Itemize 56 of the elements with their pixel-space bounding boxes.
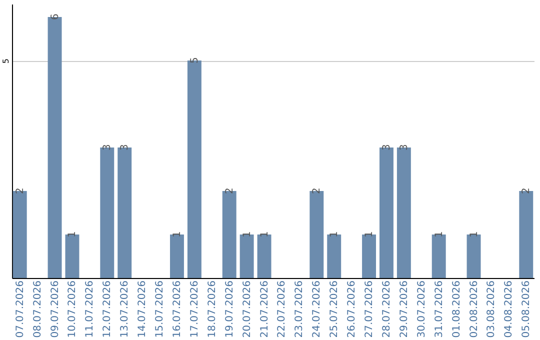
data-label: 1 bbox=[259, 231, 270, 238]
x-tick-label: 10.07.2026 bbox=[67, 280, 78, 338]
x-tick-label: 16.07.2026 bbox=[172, 280, 183, 338]
x-tick-label: 23.07.2026 bbox=[294, 280, 306, 338]
x-tick-label: 04.08.2026 bbox=[504, 280, 515, 338]
data-label: 1 bbox=[329, 231, 340, 238]
x-tick-label: 09.07.2026 bbox=[50, 280, 61, 338]
x-tick-label: 21.07.2026 bbox=[259, 280, 270, 338]
x-tick-label: 15.07.2026 bbox=[154, 280, 166, 338]
x-tick-label: 30.07.2026 bbox=[416, 280, 428, 338]
x-tick-label: 18.07.2026 bbox=[206, 280, 218, 338]
data-label: 1 bbox=[242, 231, 253, 238]
data-label: 2 bbox=[14, 188, 26, 194]
data-label: 6 bbox=[50, 14, 61, 20]
x-tick-label: 19.07.2026 bbox=[224, 280, 236, 338]
data-label: 1 bbox=[172, 231, 183, 238]
x-tick-label: 14.07.2026 bbox=[137, 280, 148, 338]
bar bbox=[432, 234, 446, 278]
x-tick-label: 07.07.2026 bbox=[14, 280, 26, 338]
data-label: 3 bbox=[102, 144, 114, 151]
bar bbox=[362, 234, 376, 278]
x-tick-label: 02.08.2026 bbox=[468, 280, 480, 338]
bar bbox=[240, 234, 254, 278]
x-tick-label: 11.07.2026 bbox=[84, 280, 96, 338]
x-tick-label: 03.08.2026 bbox=[486, 280, 498, 338]
x-tick-label: 05.08.2026 bbox=[521, 280, 532, 338]
bar bbox=[327, 234, 342, 278]
data-label: 3 bbox=[120, 144, 131, 151]
data-label: 2 bbox=[521, 188, 532, 194]
x-tick-label: 28.07.2026 bbox=[381, 280, 392, 338]
data-label: 3 bbox=[398, 144, 410, 151]
x-tick-label: 25.07.2026 bbox=[329, 280, 340, 338]
data-label: 2 bbox=[224, 188, 236, 194]
bar bbox=[257, 234, 272, 278]
x-tick-label: 01.08.2026 bbox=[451, 280, 462, 338]
data-label: 1 bbox=[468, 231, 480, 238]
x-tick-label: 26.07.2026 bbox=[346, 280, 358, 338]
bar bbox=[65, 234, 80, 278]
data-label: 1 bbox=[364, 231, 376, 238]
x-tick-label: 20.07.2026 bbox=[242, 280, 253, 338]
x-tick-label: 12.07.2026 bbox=[102, 280, 114, 338]
data-label: 5 bbox=[189, 57, 200, 64]
x-tick-label: 24.07.2026 bbox=[312, 280, 323, 338]
x-tick-label: 08.07.2026 bbox=[32, 280, 44, 338]
data-label: 3 bbox=[381, 144, 392, 151]
data-label: 2 bbox=[312, 188, 323, 194]
data-label: 1 bbox=[434, 231, 445, 238]
x-tick-label: 22.07.2026 bbox=[276, 280, 288, 338]
bar bbox=[466, 234, 481, 278]
bar bbox=[170, 234, 184, 278]
x-tick-label: 29.07.2026 bbox=[398, 280, 410, 338]
x-tick-label: 17.07.2026 bbox=[189, 280, 200, 338]
data-label: 1 bbox=[67, 231, 78, 238]
x-tick-label: 13.07.2026 bbox=[120, 280, 131, 338]
x-tick-label: 31.07.2026 bbox=[434, 280, 445, 338]
x-tick-label: 27.07.2026 bbox=[364, 280, 376, 338]
